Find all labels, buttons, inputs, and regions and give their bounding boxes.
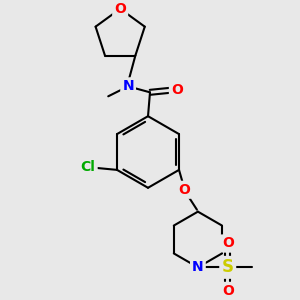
Text: O: O [114, 2, 126, 16]
Text: O: O [222, 284, 234, 298]
Text: S: S [222, 258, 234, 276]
Text: O: O [171, 83, 183, 97]
Text: O: O [222, 236, 234, 250]
Text: O: O [178, 183, 190, 197]
Text: N: N [192, 260, 204, 274]
Text: Cl: Cl [81, 160, 96, 174]
Text: N: N [122, 80, 134, 93]
